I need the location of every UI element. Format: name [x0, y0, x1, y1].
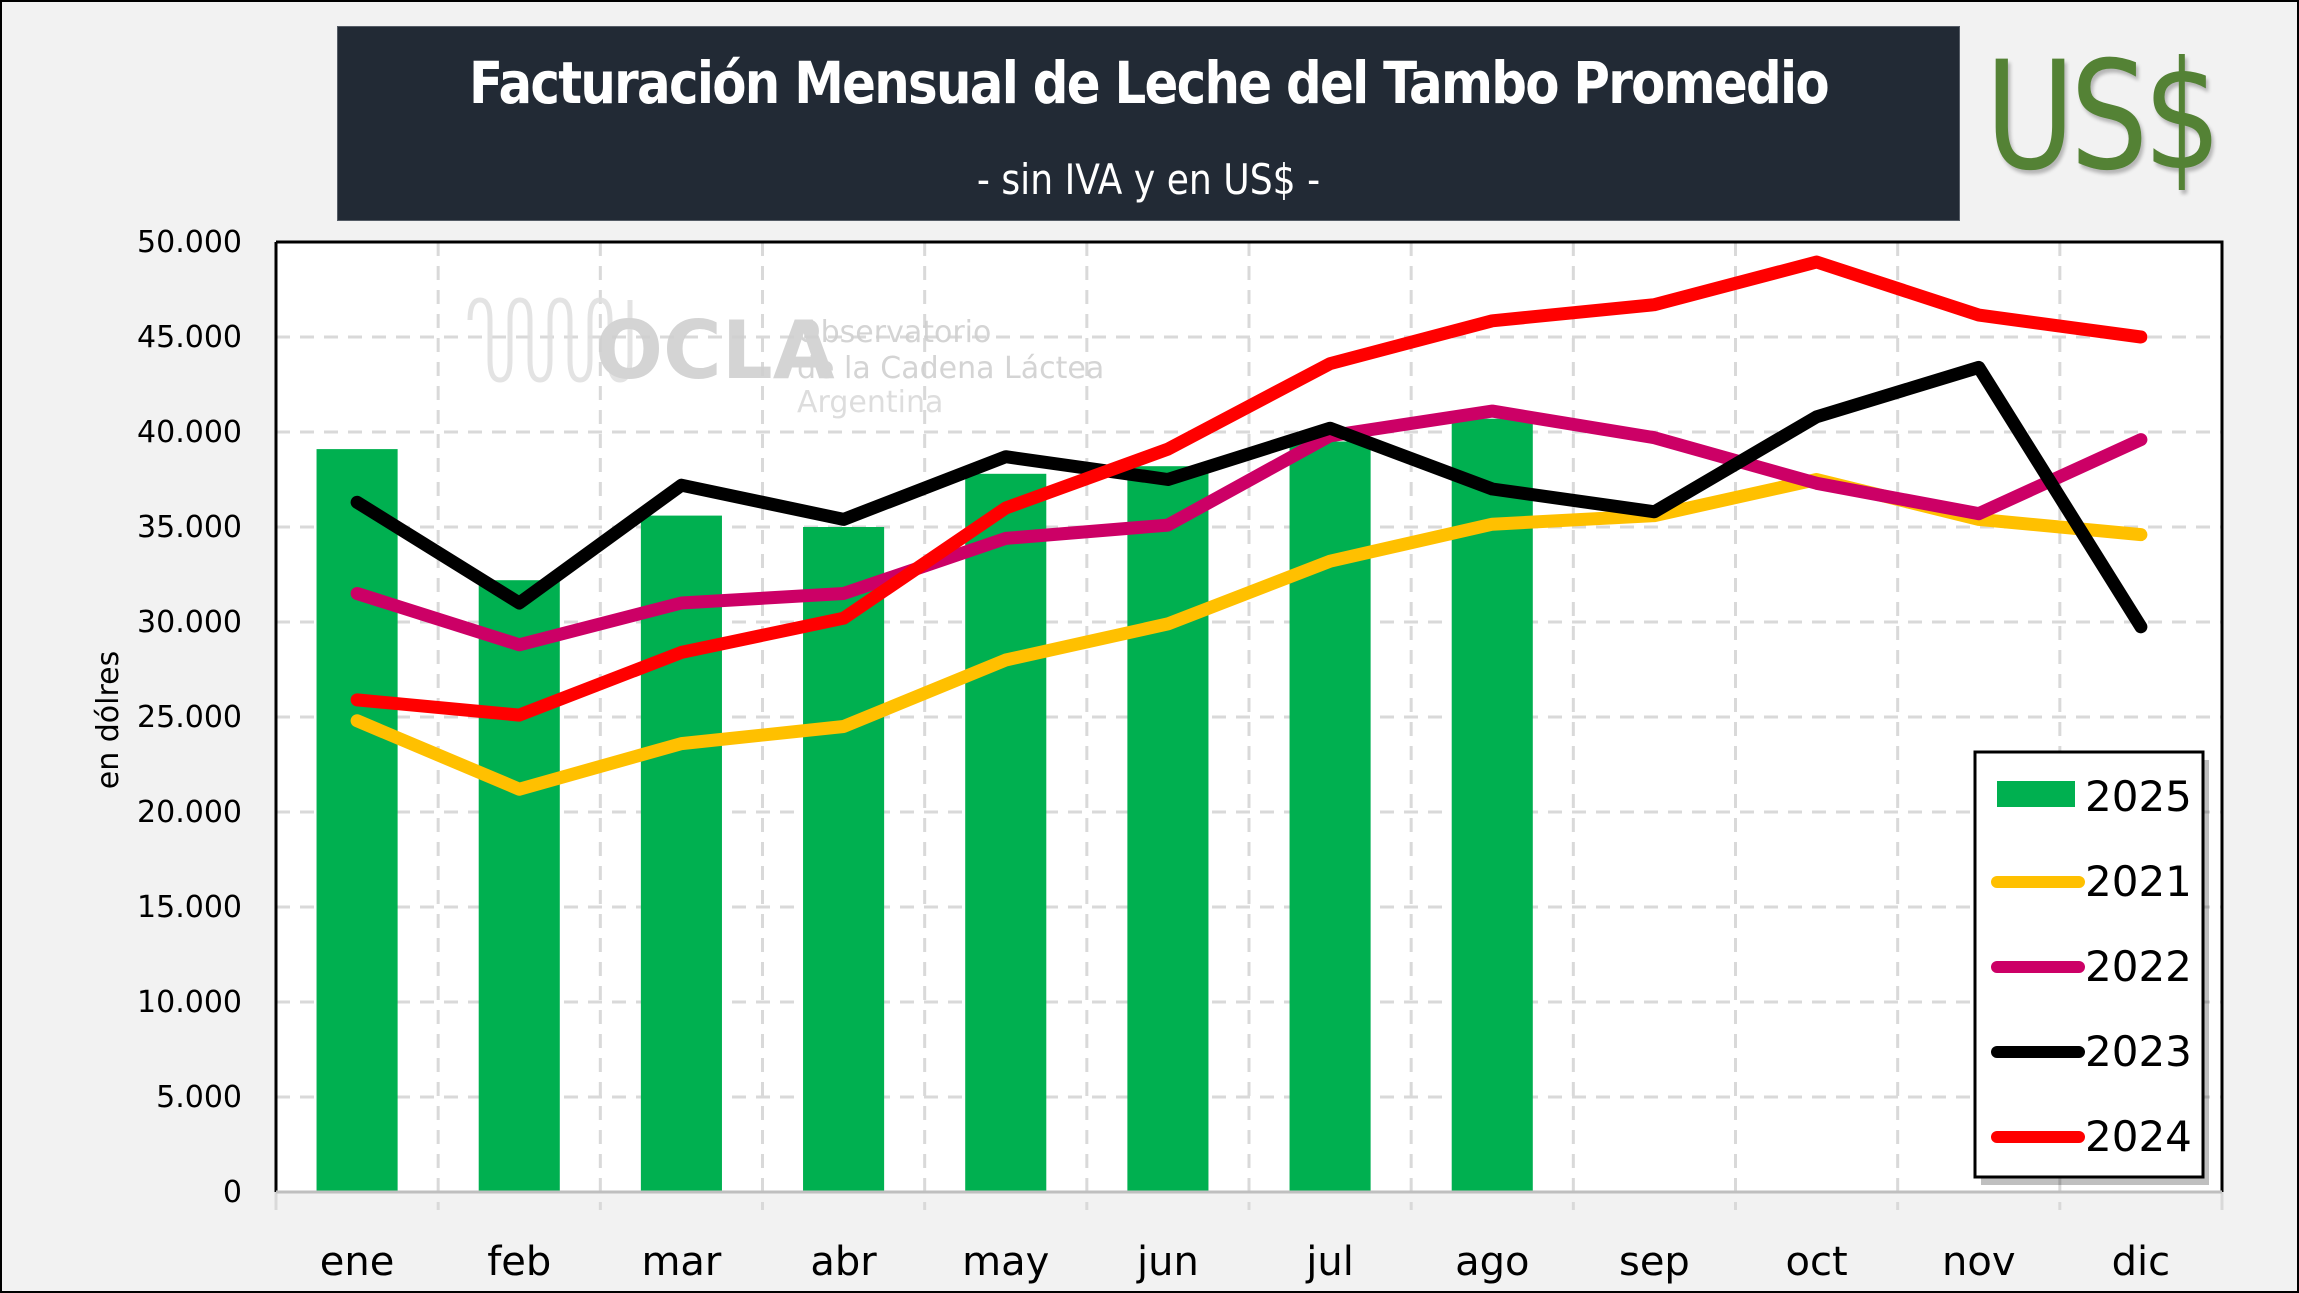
legend-label-2021: 2021	[2085, 857, 2192, 906]
bar-2025-feb	[478, 580, 560, 1192]
legend-swatch-2025	[1997, 781, 2075, 807]
y-tick-label: 30.000	[137, 605, 242, 640]
y-axis-ticks: 0 5.000 10.000 15.000 20.000 25.000 30.000 35.0…	[137, 225, 242, 1210]
y-tick-label: 10.000	[137, 985, 242, 1020]
bar-2025-may	[965, 473, 1047, 1192]
plot-border	[274, 240, 2224, 1194]
legend-label-2022: 2022	[2085, 942, 2192, 991]
x-tick-label: jun	[1136, 1239, 1199, 1285]
x-tick-label: ago	[1455, 1239, 1529, 1285]
x-axis-ticks: ene feb mar abr may jun jul ago sep oct nov dic	[320, 1239, 2170, 1285]
y-tick-label: 45.000	[137, 320, 242, 355]
legend-label-2025: 2025	[2085, 772, 2192, 821]
bar-2025-ene	[316, 449, 398, 1193]
ocla-logo-icon	[467, 297, 633, 383]
bar-2025-abr	[803, 527, 885, 1192]
y-tick-label: 20.000	[137, 795, 242, 830]
x-tick-label: feb	[487, 1239, 551, 1285]
title-banner: Facturación Mensual de Leche del Tambo P…	[337, 26, 1960, 221]
y-tick-label: 25.000	[137, 700, 242, 735]
x-tick-label: dic	[2112, 1239, 2171, 1285]
y-tick-label: 40.000	[137, 415, 242, 450]
chart-title: Facturación Mensual de Leche del Tambo P…	[469, 49, 1830, 117]
bar-2025-ago	[1451, 418, 1533, 1192]
line-2024	[350, 255, 2148, 722]
line-2023	[350, 360, 2148, 634]
x-tick-label: ene	[320, 1239, 395, 1285]
legend-label-2023: 2023	[2085, 1027, 2192, 1076]
watermark-line1: Observatorio	[797, 315, 991, 350]
x-tick-label: mar	[641, 1239, 721, 1285]
legend: 2025 2021 2022 2023 2024	[1973, 750, 2209, 1185]
legend-label-2024: 2024	[2085, 1112, 2192, 1161]
chart-subtitle: - sin IVA y en US$ -	[976, 155, 1321, 204]
watermark-logo-text: OCLA	[595, 304, 835, 397]
y-tick-label: 5.000	[156, 1080, 242, 1115]
y-tick-label: 35.000	[137, 510, 242, 545]
x-tick-label: abr	[810, 1239, 877, 1285]
x-tick-label: oct	[1786, 1239, 1848, 1285]
ocla-watermark: OCLA Observatorio de la Cadena Láctea Ar…	[467, 297, 1104, 420]
y-axis-label: en dólres	[91, 651, 126, 790]
bar-2025-mar	[640, 515, 722, 1192]
y-tick-label: 15.000	[137, 890, 242, 925]
x-tick-label: nov	[1942, 1239, 2016, 1285]
line-2022	[350, 404, 2148, 652]
watermark-line2: de la Cadena Láctea	[797, 351, 1104, 386]
y-tick-label: 0	[223, 1175, 242, 1210]
x-tick-label: jul	[1305, 1239, 1354, 1285]
x-tick-label: sep	[1619, 1239, 1690, 1285]
y-tick-label: 50.000	[137, 225, 242, 260]
line-series	[350, 255, 2148, 796]
bar-2025-jun	[1127, 466, 1209, 1192]
watermark-line3: Argentina	[797, 385, 943, 420]
x-tick-label: may	[962, 1239, 1049, 1285]
bars-2025	[316, 418, 1533, 1193]
currency-badge: US$	[1985, 30, 2222, 204]
